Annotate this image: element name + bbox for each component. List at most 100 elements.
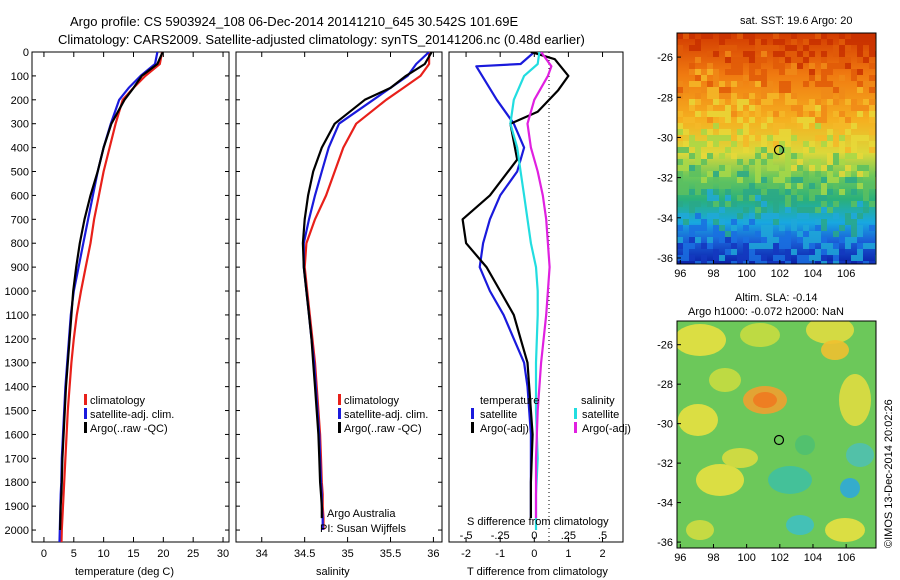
sst-cell: [689, 81, 695, 87]
series-line-salinity-argo-adj-: [526, 52, 553, 519]
sst-cell: [857, 231, 863, 237]
sst-cell: [797, 183, 803, 189]
sst-cell: [695, 237, 701, 243]
depth-tick-label: 600: [11, 190, 29, 202]
sst-cell: [707, 243, 713, 249]
sla-blob: [722, 448, 758, 468]
sst-cell: [719, 117, 725, 123]
sst-cell: [689, 135, 695, 141]
sst-cell: [779, 111, 785, 117]
salinity-ticks: 34 34.5 35 35.5 36: [236, 51, 442, 560]
sst-cell: [815, 207, 821, 213]
sst-cell: [821, 117, 827, 123]
x-tick-label: 5: [71, 548, 77, 560]
sst-cell: [833, 141, 839, 147]
sst-cell: [743, 171, 749, 177]
salinity-panel: 34 34.5 35 35.5 36 salinity climatology sate…: [235, 51, 443, 578]
depth-tick-label: 1000: [5, 286, 29, 298]
lat-tick-label: -34: [657, 498, 673, 510]
sst-cell: [749, 183, 755, 189]
sst-cell: [869, 141, 875, 147]
sst-cell: [791, 63, 797, 69]
sst-cell: [683, 213, 689, 219]
sst-cell: [821, 189, 827, 195]
sst-cell: [773, 219, 779, 225]
sst-cell: [773, 195, 779, 201]
sst-cell: [821, 183, 827, 189]
sst-cell: [689, 141, 695, 147]
sst-cell: [857, 69, 863, 75]
sst-cell: [839, 45, 845, 51]
legend-label-t-argo: Argo(-adj): [480, 423, 529, 435]
sst-cell: [815, 255, 821, 261]
sst-cell: [743, 93, 749, 99]
sst-cell: [857, 183, 863, 189]
sst-cell: [821, 141, 827, 147]
sst-cell: [743, 141, 749, 147]
sst-cell: [779, 87, 785, 93]
sst-cell: [731, 69, 737, 75]
difference-ticks: -2 -1 0 1 2: [461, 52, 606, 560]
sst-cell: [833, 243, 839, 249]
sst-cell: [773, 243, 779, 249]
salinity-legend: climatology satellite-adj. clim. Argo(..…: [338, 394, 428, 435]
sst-cell: [803, 147, 809, 153]
sst-cell: [773, 255, 779, 261]
sst-cell: [755, 165, 761, 171]
sst-cell: [749, 105, 755, 111]
sst-cell: [683, 165, 689, 171]
sst-cell: [779, 195, 785, 201]
sst-cell: [731, 93, 737, 99]
sst-cell: [821, 177, 827, 183]
sst-cell: [761, 243, 767, 249]
sst-cell: [725, 57, 731, 63]
difference-legend: temperature salinity satellite Argo(-adj…: [471, 395, 631, 435]
sst-cell: [755, 231, 761, 237]
sst-cell: [863, 39, 869, 45]
t-difference-xlabel: T difference from climatology: [467, 566, 608, 578]
sst-cell: [857, 39, 863, 45]
sst-cell: [815, 171, 821, 177]
sst-cell: [761, 99, 767, 105]
sst-cell: [785, 171, 791, 177]
sst-cell: [761, 237, 767, 243]
series-line-salinity-satellite: [509, 52, 541, 530]
sst-cell: [761, 225, 767, 231]
sst-cell: [695, 69, 701, 75]
sst-cell: [701, 33, 707, 39]
sst-cell: [821, 57, 827, 63]
sst-cell: [857, 171, 863, 177]
sst-cell: [815, 165, 821, 171]
sst-cell: [851, 231, 857, 237]
sst-cell: [827, 87, 833, 93]
sst-cell: [731, 81, 737, 87]
sst-cell: [845, 129, 851, 135]
sla-field: [677, 321, 876, 548]
sst-map-panel: sat. SST: 19.6 Argo: 20 96 98 100 102 104 106…: [657, 15, 877, 280]
sst-cell: [707, 171, 713, 177]
sst-cell: [677, 183, 683, 189]
sst-cell: [719, 111, 725, 117]
sst-cell: [773, 183, 779, 189]
depth-tick-label: 1700: [5, 453, 29, 465]
sst-cell: [833, 63, 839, 69]
sst-cell: [785, 51, 791, 57]
sst-cell: [737, 159, 743, 165]
sst-cell: [839, 171, 845, 177]
sst-cell: [857, 225, 863, 231]
sst-cell: [713, 93, 719, 99]
sst-cell: [725, 135, 731, 141]
sst-cell: [863, 51, 869, 57]
sst-cell: [809, 99, 815, 105]
sst-cell: [725, 171, 731, 177]
sst-cell: [707, 111, 713, 117]
temperature-panel: 0100200300400500600700800900100011001200…: [5, 47, 230, 578]
sst-cell: [695, 147, 701, 153]
sst-cell: [791, 117, 797, 123]
sst-cell: [761, 147, 767, 153]
sst-cell: [845, 213, 851, 219]
sst-cell: [683, 129, 689, 135]
sst-cell: [827, 63, 833, 69]
sla-blob: [821, 340, 849, 360]
sst-cell: [851, 105, 857, 111]
